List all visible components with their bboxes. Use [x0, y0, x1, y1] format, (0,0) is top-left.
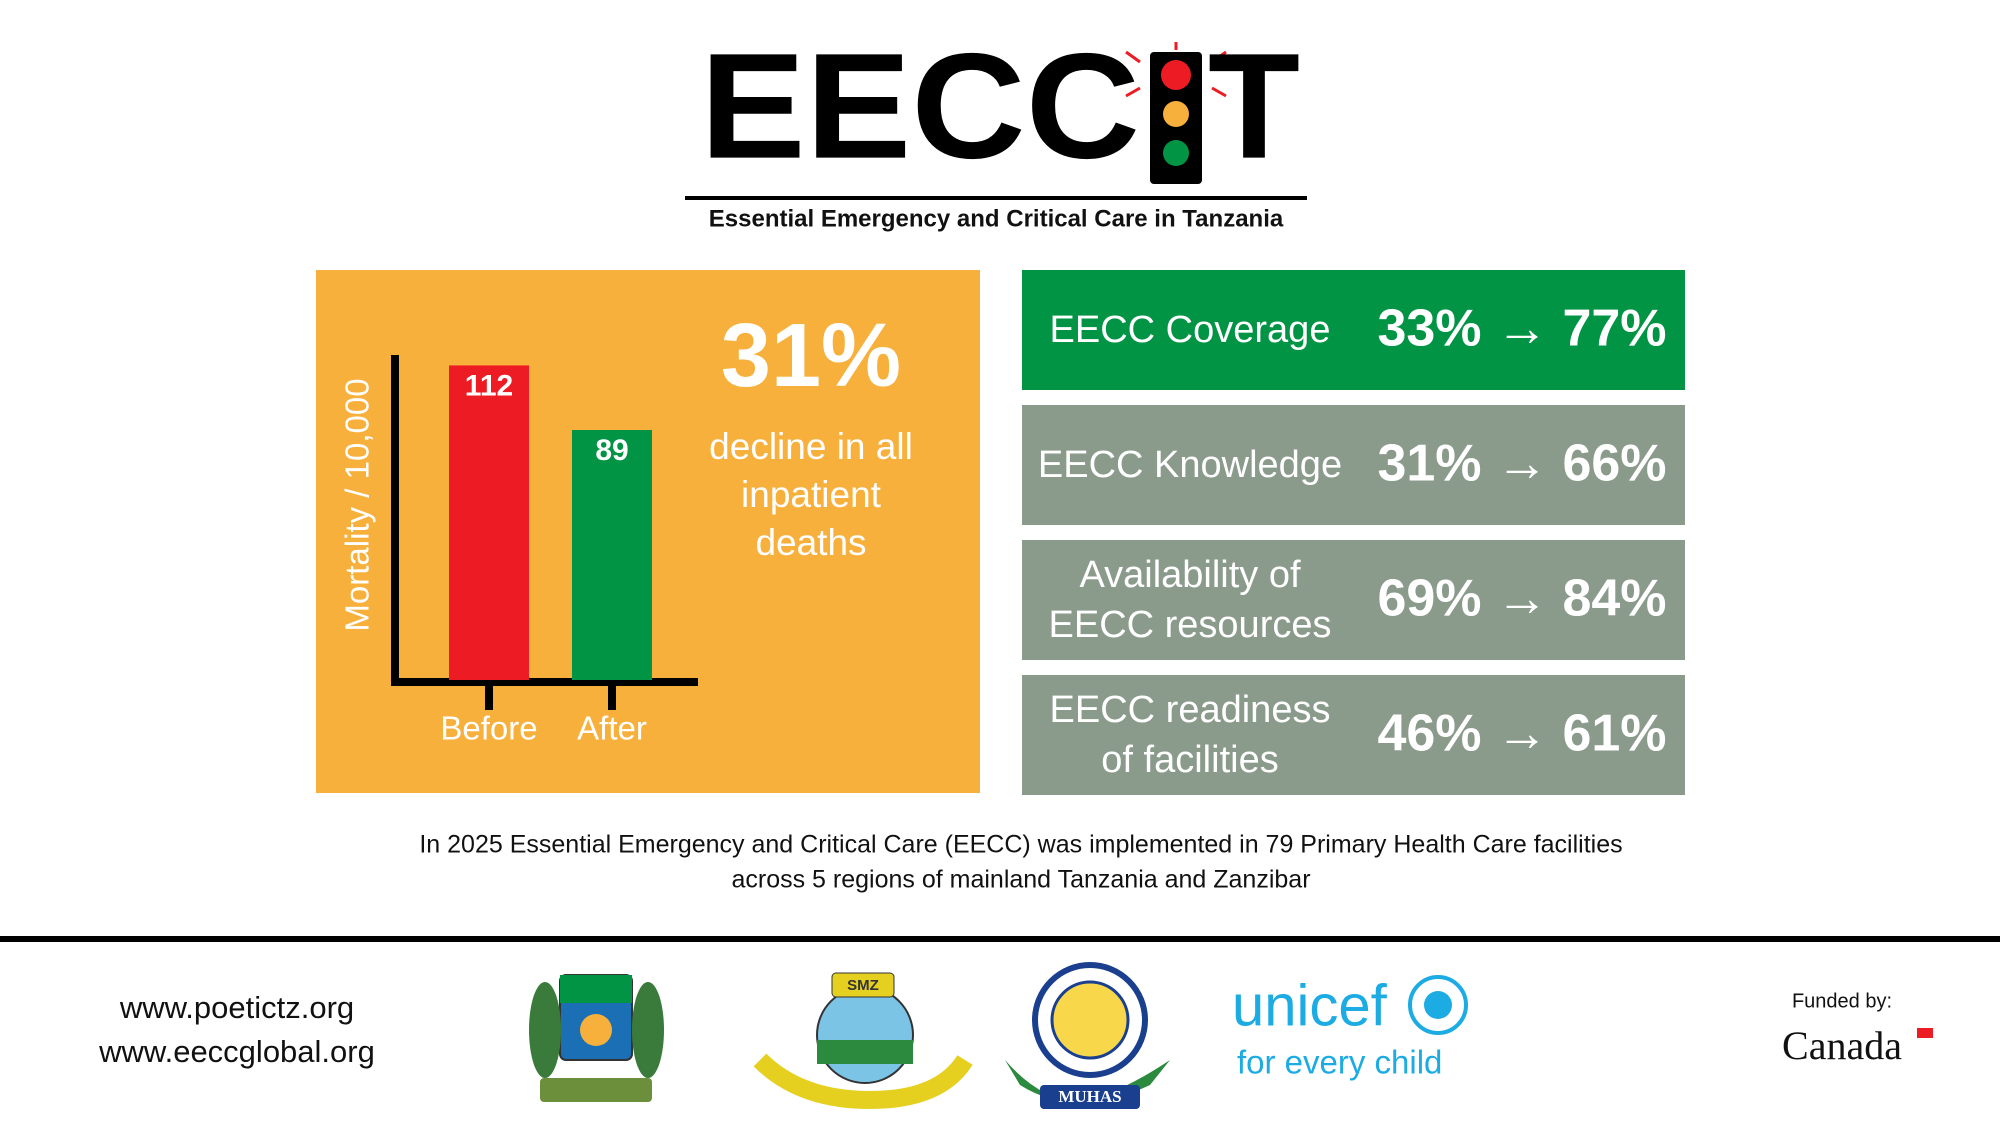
unicef-logo: unicef [1232, 973, 1388, 1038]
subtitle: Essential Emergency and Critical Care in… [709, 205, 1284, 232]
stat-label: of facilities [1101, 739, 1278, 781]
logo-underline [685, 196, 1307, 200]
bar-chart: Mortality / 10,000 112 Before 89 After [339, 355, 698, 747]
bar-value-label: 112 [465, 369, 513, 402]
footnote: In 2025 Essential Emergency and Critical… [419, 831, 1622, 859]
logo-text: EECC [700, 22, 1140, 190]
footnote: across 5 regions of mainland Tanzania an… [731, 866, 1310, 894]
url: www.poetictz.org [119, 990, 354, 1025]
bar-value-label: 89 [595, 434, 628, 467]
stat-box [1022, 270, 1685, 390]
stat-value: 31% → 66% [1377, 435, 1666, 493]
highlight-line: inpatient [741, 474, 882, 515]
stats: EECC Coverage 33% → 77% EECC Knowledge 31% … [1022, 270, 1685, 795]
x-tick-label: Before [440, 710, 537, 747]
divider [0, 936, 2000, 942]
stat-label: EECC Knowledge [1038, 444, 1342, 486]
stat-box [1022, 540, 1685, 660]
highlight-value: 31% [721, 306, 901, 406]
funded-by: Funded by: [1792, 990, 1892, 1012]
zanzibar-emblem: SMZ [753, 972, 973, 1110]
stat-value: 46% → 61% [1377, 705, 1666, 763]
stat-box [1022, 405, 1685, 525]
highlight-line: decline in all [709, 426, 913, 467]
stat-label: EECC Coverage [1050, 309, 1331, 351]
logo-text: T [1208, 22, 1300, 190]
traffic-light [1125, 42, 1227, 184]
stat-value: 33% → 77% [1377, 300, 1666, 358]
y-axis-label: Mortality / 10,000 [339, 378, 376, 631]
y-axis [391, 355, 399, 685]
stat-label: EECC resources [1049, 604, 1332, 646]
bar [449, 365, 529, 680]
x-tick [608, 684, 616, 710]
stat-box [1022, 675, 1685, 795]
x-tick [485, 684, 493, 710]
url: www.eeccglobal.org [98, 1034, 375, 1069]
emblem-text: SMZ [847, 977, 879, 994]
canada-flag [1917, 1028, 1933, 1038]
stat-label: EECC readiness [1050, 689, 1331, 731]
stat-label: Availability of [1079, 554, 1301, 596]
stat-value: 69% → 84% [1377, 570, 1666, 628]
funder: Canada [1782, 1023, 1902, 1068]
unicef-emblem [1408, 975, 1468, 1035]
bar [572, 430, 652, 680]
highlight-text: decline in all inpatient deaths [709, 426, 913, 563]
muhas-logo: MUHAS [1005, 962, 1170, 1109]
x-tick-label: After [577, 710, 647, 747]
unicef-tagline: for every child [1237, 1044, 1442, 1081]
x-axis [391, 678, 698, 686]
emblem-text: MUHAS [1058, 1087, 1121, 1106]
highlight-line: deaths [755, 522, 866, 563]
tanzania-coat-of-arms [529, 974, 664, 1102]
